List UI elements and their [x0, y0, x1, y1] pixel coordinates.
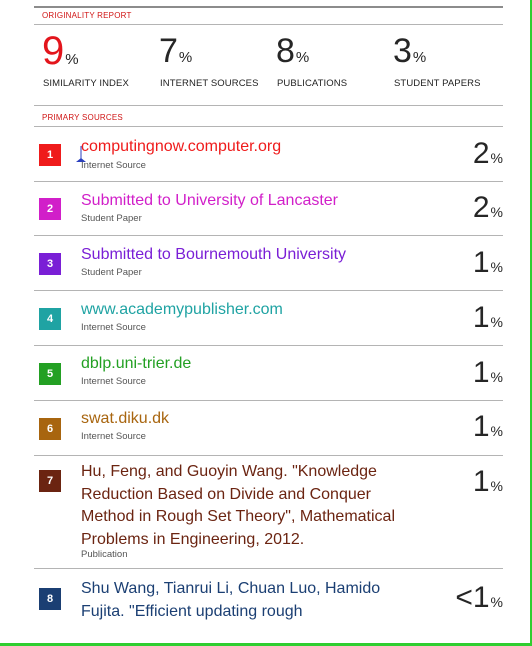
- stat-publications: 8% PUBLICATIONS: [276, 32, 347, 89]
- row-divider: [34, 400, 503, 401]
- source-rank-badge: 8: [39, 588, 61, 610]
- percent-value: 1: [472, 246, 490, 279]
- source-title[interactable]: computingnow.computer.org: [81, 138, 282, 155]
- source-row-7[interactable]: 7 Hu, Feng, and Guoyin Wang. "Knowledge …: [34, 456, 503, 568]
- primary-sources-heading: PRIMARY SOURCES: [42, 113, 123, 122]
- source-rank-badge: 4: [39, 308, 61, 330]
- percent-value: 1: [472, 356, 490, 389]
- stat-value: 3: [393, 32, 412, 70]
- source-type: Internet Source: [81, 376, 146, 387]
- source-title[interactable]: swat.diku.dk: [81, 410, 170, 427]
- stat-unit: %: [412, 49, 427, 66]
- source-type: Publication: [81, 549, 128, 560]
- source-row-8[interactable]: 8 Shu Wang, Tianrui Li, Chuan Luo, Hamid…: [34, 569, 503, 639]
- source-rank-badge: 3: [39, 253, 61, 275]
- stat-label: STUDENT PAPERS: [394, 78, 481, 89]
- source-title[interactable]: Submitted to University of Lancaster: [81, 192, 339, 209]
- source-rank-badge: 7: [39, 470, 61, 492]
- source-percent: <1%: [455, 581, 503, 615]
- percent-value: 1: [472, 465, 490, 498]
- source-title[interactable]: Shu Wang, Tianrui Li, Chuan Luo, Hamido …: [81, 580, 381, 620]
- row-divider: [34, 235, 503, 236]
- stat-unit: %: [65, 51, 79, 68]
- percent-unit: %: [490, 594, 503, 610]
- source-title[interactable]: dblp.uni-trier.de: [81, 355, 192, 372]
- stat-value: 9: [42, 29, 65, 73]
- percent-unit: %: [490, 259, 503, 275]
- percent-value: 2: [472, 191, 490, 224]
- source-type: Student Paper: [81, 213, 142, 224]
- percent-unit: %: [490, 369, 503, 385]
- source-percent: 1%: [473, 356, 503, 390]
- percent-unit: %: [490, 423, 503, 439]
- source-type: Student Paper: [81, 267, 142, 278]
- percent-value: <1: [455, 581, 490, 614]
- stat-unit: %: [295, 49, 310, 66]
- percent-value: 1: [472, 301, 490, 334]
- source-row-2[interactable]: 2 Submitted to University of Lancaster S…: [34, 182, 503, 235]
- source-title[interactable]: Hu, Feng, and Guoyin Wang. "Knowledge Re…: [81, 463, 395, 548]
- stat-label: PUBLICATIONS: [277, 78, 348, 89]
- row-divider: [34, 181, 503, 182]
- source-row-5[interactable]: 5 dblp.uni-trier.de Internet Source 1%: [34, 346, 503, 400]
- stat-student-papers: 3% STUDENT PAPERS: [393, 32, 480, 89]
- source-type: Internet Source: [81, 160, 146, 171]
- source-type: Internet Source: [81, 322, 146, 333]
- stat-value: 8: [276, 32, 295, 70]
- source-percent: 1%: [473, 301, 503, 335]
- row-divider: [34, 568, 503, 569]
- source-rank-badge: 6: [39, 418, 61, 440]
- stat-internet-sources: 7% INTERNET SOURCES: [159, 32, 258, 89]
- percent-value: 1: [472, 410, 490, 443]
- source-rank-badge: 5: [39, 363, 61, 385]
- source-row-4[interactable]: 4 www.academypublisher.com Internet Sour…: [34, 291, 503, 345]
- originality-report-heading: ORIGINALITY REPORT: [42, 11, 132, 20]
- row-divider: [34, 345, 503, 346]
- primary-divider: [34, 126, 503, 127]
- row-divider: [34, 290, 503, 291]
- source-row-1[interactable]: 1 computingnow.computer.org Internet Sou…: [34, 127, 503, 181]
- text-cursor-icon: [76, 146, 86, 162]
- percent-unit: %: [490, 314, 503, 330]
- source-rank-badge: 2: [39, 198, 61, 220]
- source-percent: 2%: [473, 191, 503, 225]
- percent-unit: %: [490, 150, 503, 166]
- source-rank-badge: 1: [39, 144, 61, 166]
- top-divider: [34, 6, 503, 8]
- percent-unit: %: [490, 478, 503, 494]
- row-divider: [34, 455, 503, 456]
- heading-divider: [34, 24, 503, 25]
- source-percent: 2%: [473, 137, 503, 171]
- source-row-3[interactable]: 3 Submitted to Bournemouth University St…: [34, 236, 503, 290]
- source-row-6[interactable]: 6 swat.diku.dk Internet Source 1%: [34, 401, 503, 455]
- stat-similarity-index: 9% SIMILARITY INDEX: [42, 31, 129, 89]
- stat-label: SIMILARITY INDEX: [43, 78, 129, 89]
- stat-unit: %: [178, 49, 193, 66]
- stats-divider: [34, 105, 503, 106]
- source-type: Internet Source: [81, 431, 146, 442]
- percent-unit: %: [490, 204, 503, 220]
- source-title[interactable]: Submitted to Bournemouth University: [81, 246, 347, 263]
- source-percent: 1%: [473, 246, 503, 280]
- percent-value: 2: [472, 137, 490, 170]
- source-percent: 1%: [473, 465, 503, 499]
- stat-value: 7: [159, 32, 178, 70]
- stat-label: INTERNET SOURCES: [160, 78, 259, 89]
- source-percent: 1%: [473, 410, 503, 444]
- source-title[interactable]: www.academypublisher.com: [81, 301, 283, 318]
